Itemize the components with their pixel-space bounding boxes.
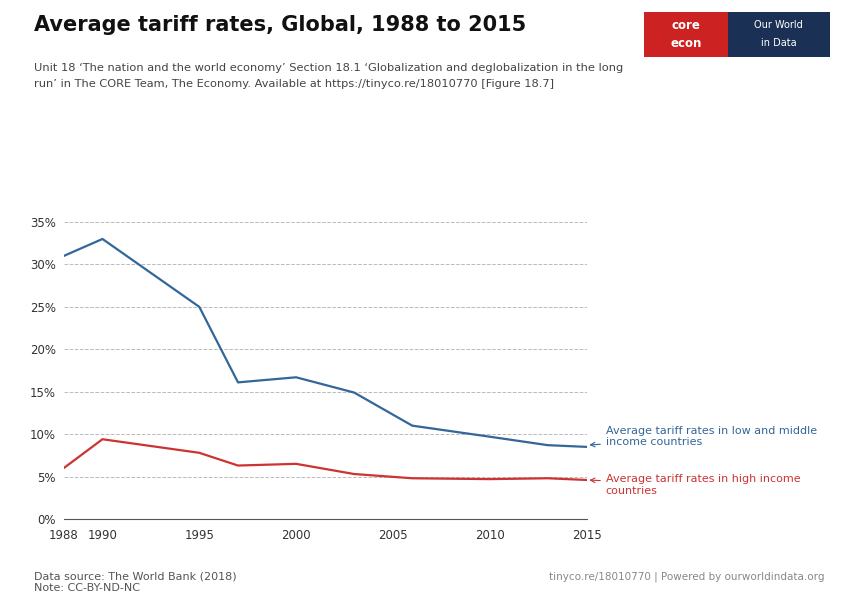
Text: in Data: in Data	[761, 38, 796, 49]
Text: run’ in The CORE Team, The Economy. Available at https://tinyco.re/18010770 [Fig: run’ in The CORE Team, The Economy. Avai…	[34, 79, 554, 89]
Text: Our World: Our World	[754, 20, 803, 31]
Text: Average tariff rates in high income
countries: Average tariff rates in high income coun…	[591, 474, 801, 496]
Bar	[728, 12, 830, 57]
Text: core: core	[672, 19, 700, 32]
Text: Average tariff rates, Global, 1988 to 2015: Average tariff rates, Global, 1988 to 20…	[34, 15, 526, 35]
Text: econ: econ	[671, 37, 702, 50]
Text: Unit 18 ‘The nation and the world economy’ Section 18.1 ‘Globalization and deglo: Unit 18 ‘The nation and the world econom…	[34, 63, 623, 73]
Bar	[644, 12, 728, 57]
Text: Data source: The World Bank (2018): Data source: The World Bank (2018)	[34, 571, 236, 581]
Text: Average tariff rates in low and middle
income countries: Average tariff rates in low and middle i…	[591, 426, 817, 448]
Text: Note: CC-BY-ND-NC: Note: CC-BY-ND-NC	[34, 583, 140, 593]
Text: tinyco.re/18010770 | Powered by ourworldindata.org: tinyco.re/18010770 | Powered by ourworld…	[549, 571, 824, 582]
